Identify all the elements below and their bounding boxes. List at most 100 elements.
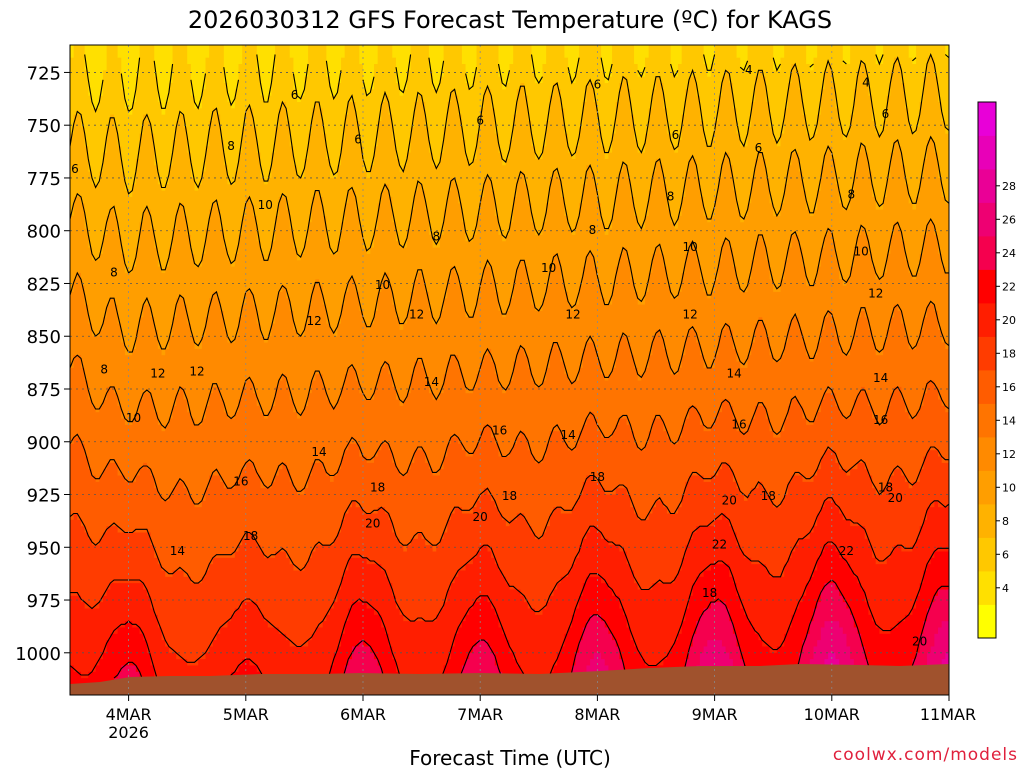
isotherm-4	[362, 76, 375, 97]
temperature-cell	[179, 203, 185, 299]
temperature-cell	[392, 532, 397, 597]
temperature-cell	[740, 45, 745, 71]
temperature-cell	[483, 424, 489, 489]
temperature-cell	[282, 196, 287, 287]
temperature-cell	[498, 627, 503, 673]
temperature-cell	[168, 494, 174, 578]
temperature-cell	[656, 247, 661, 331]
temperature-cell	[124, 45, 130, 109]
temperature-cell	[476, 215, 481, 299]
temperature-cell	[337, 646, 342, 695]
temperature-cell	[875, 45, 881, 65]
colorbar-segment	[978, 236, 996, 270]
temperature-cell	[912, 545, 917, 610]
temperature-cell	[754, 633, 760, 695]
temperature-cell	[469, 608, 474, 654]
temperature-cell	[476, 602, 481, 641]
temperature-cell	[183, 399, 188, 489]
temperature-cell	[743, 431, 749, 502]
temperature-cell	[352, 190, 357, 280]
temperature-cell	[212, 291, 218, 388]
temperature-cell	[802, 418, 807, 483]
temperature-cell	[487, 177, 492, 268]
temperature-cell	[91, 184, 97, 261]
temperature-cell	[795, 70, 800, 154]
temperature-cell	[425, 127, 430, 211]
temperature-cell	[579, 367, 584, 432]
temperature-cell	[656, 45, 661, 78]
temperature-cell	[780, 279, 785, 356]
temperature-cell	[560, 45, 566, 109]
temperature-cell	[666, 285, 672, 363]
temperature-cell	[447, 589, 452, 660]
temperature-cell	[853, 526, 859, 578]
temperature-cell	[128, 481, 133, 534]
temperature-cell	[454, 272, 459, 356]
temperature-cell	[524, 45, 529, 97]
temperature-cell	[454, 576, 459, 635]
temperature-cell	[311, 633, 316, 695]
temperature-cell	[179, 386, 185, 483]
temperature-cell	[472, 602, 478, 648]
isotherm-18	[70, 497, 949, 663]
temperature-cell	[128, 424, 133, 483]
temperature-cell	[736, 57, 741, 135]
temperature-cell	[729, 405, 734, 470]
temperature-cell	[586, 621, 591, 667]
temperature-cell	[868, 45, 873, 97]
temperature-cell	[645, 45, 650, 59]
temperature-cell	[575, 557, 580, 610]
temperature-cell	[146, 393, 152, 470]
temperature-cell	[322, 545, 327, 622]
temperature-cell	[275, 304, 280, 388]
temperature-cell	[817, 190, 822, 268]
temperature-cell	[176, 393, 181, 483]
temperature-cell	[143, 45, 148, 116]
temperature-cell	[791, 399, 796, 477]
temperature-cell	[619, 45, 624, 84]
temperature-cell	[106, 589, 111, 641]
temperature-cell	[681, 196, 686, 274]
temperature-cell	[798, 247, 804, 331]
temperature-cell	[787, 323, 793, 407]
temperature-cell	[817, 602, 822, 641]
temperature-cell	[271, 45, 276, 71]
temperature-cell	[941, 507, 946, 553]
temperature-cell	[864, 317, 870, 394]
temperature-cell	[161, 355, 166, 432]
temperature-cell	[846, 608, 851, 648]
temperature-cell	[124, 424, 130, 483]
temperature-cell	[377, 374, 382, 451]
temperature-cell	[619, 336, 624, 420]
contour-label: 12	[189, 365, 204, 379]
temperature-cell	[414, 621, 419, 695]
temperature-cell	[88, 95, 93, 173]
temperature-cell	[579, 203, 584, 287]
temperature-cell	[271, 70, 276, 154]
isotherm-4	[190, 73, 207, 110]
temperature-cell	[941, 196, 946, 268]
temperature-cell	[267, 177, 273, 255]
temperature-cell	[524, 437, 529, 521]
temperature-cell	[300, 646, 305, 695]
temperature-cell	[491, 500, 496, 559]
temperature-cell	[238, 608, 243, 667]
temperature-cell	[432, 475, 437, 553]
temperature-cell	[403, 45, 408, 90]
temperature-cell	[498, 152, 503, 236]
temperature-cell	[590, 253, 595, 344]
temperature-cell	[692, 405, 697, 477]
credit-link[interactable]: coolwx.com/models	[833, 745, 1018, 765]
temperature-cell	[330, 329, 335, 407]
temperature-cell	[330, 253, 335, 331]
temperature-cell	[751, 627, 756, 695]
temperature-cell	[769, 576, 774, 654]
temperature-cell	[271, 481, 276, 559]
temperature-cell	[487, 89, 492, 179]
temperature-cell	[102, 234, 108, 318]
temperature-cell	[88, 323, 93, 401]
temperature-cell	[121, 45, 126, 90]
isotherm-4	[600, 57, 613, 81]
temperature-cell	[352, 443, 357, 502]
temperature-cell	[590, 576, 595, 616]
